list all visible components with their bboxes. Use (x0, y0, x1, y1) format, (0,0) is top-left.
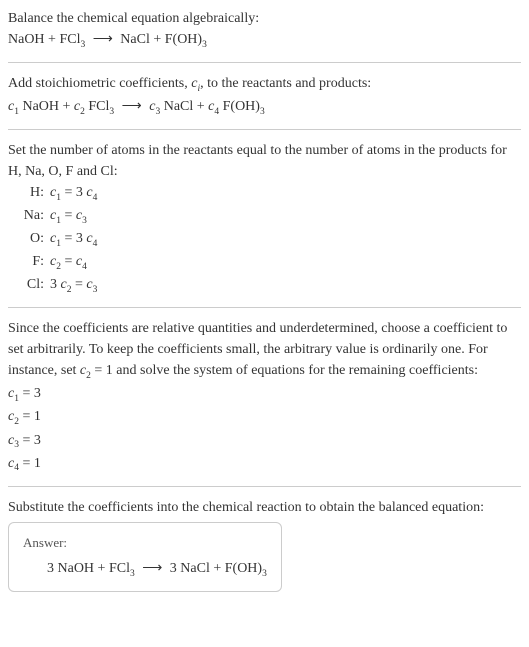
atom-row: O: c1 = 3 c4 (16, 228, 521, 251)
atom-label: Na: (16, 205, 50, 228)
result-line: c3 = 3 (8, 430, 521, 453)
reaction-arrow: ⟶ (142, 558, 162, 579)
stoich-section: Add stoichiometric coefficients, ci, to … (8, 73, 521, 119)
atom-table: H: c1 = 3 c4 Na: c1 = c3 O: c1 = 3 c4 F:… (16, 182, 521, 297)
atom-row: Na: c1 = c3 (16, 205, 521, 228)
atom-label: Cl: (16, 274, 50, 297)
atom-label: O: (16, 228, 50, 251)
solve-text: Since the coefficients are relative quan… (8, 318, 521, 383)
eq-right: NaCl + F(OH) (120, 32, 202, 47)
answer-box: Answer: 3 NaOH + FCl3 ⟶ 3 NaCl + F(OH)3 (8, 522, 282, 593)
stoich-text: Add stoichiometric coefficients, ci, to … (8, 73, 521, 96)
subscript: 3 (202, 40, 207, 50)
intro-text: Balance the chemical equation algebraica… (8, 8, 521, 29)
atom-label: H: (16, 182, 50, 205)
answer-label: Answer: (23, 533, 267, 553)
eq-left: NaOH + FCl (8, 32, 80, 47)
result-line: c2 = 1 (8, 406, 521, 429)
substitute-section: Substitute the coefficients into the che… (8, 497, 521, 593)
result-line: c4 = 1 (8, 453, 521, 476)
result-line: c1 = 3 (8, 383, 521, 406)
atom-text: Set the number of atoms in the reactants… (8, 140, 521, 182)
subscript: 3 (80, 40, 85, 50)
answer-equation: 3 NaOH + FCl3 ⟶ 3 NaCl + F(OH)3 (23, 558, 267, 581)
atom-section: Set the number of atoms in the reactants… (8, 140, 521, 297)
atom-row: F: c2 = c4 (16, 251, 521, 274)
atom-label: F: (16, 251, 50, 274)
divider (8, 486, 521, 487)
atom-row: Cl: 3 c2 = c3 (16, 274, 521, 297)
divider (8, 307, 521, 308)
divider (8, 129, 521, 130)
stoich-equation: c1 NaOH + c2 FCl3 ⟶ c3 NaCl + c4 F(OH)3 (8, 96, 521, 119)
intro-equation: NaOH + FCl3 ⟶ NaCl + F(OH)3 (8, 29, 521, 52)
substitute-text: Substitute the coefficients into the che… (8, 497, 521, 518)
reaction-arrow: ⟶ (122, 96, 142, 117)
atom-row: H: c1 = 3 c4 (16, 182, 521, 205)
var-i: i (197, 84, 200, 94)
intro-section: Balance the chemical equation algebraica… (8, 8, 521, 52)
reaction-arrow: ⟶ (93, 29, 113, 50)
divider (8, 62, 521, 63)
solve-section: Since the coefficients are relative quan… (8, 318, 521, 475)
